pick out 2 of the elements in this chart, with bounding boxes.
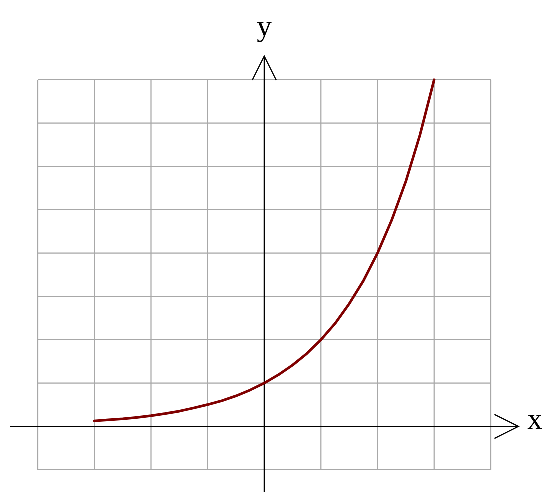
y-axis-title: y (257, 22, 272, 42)
x-axis-title: x (528, 415, 542, 429)
